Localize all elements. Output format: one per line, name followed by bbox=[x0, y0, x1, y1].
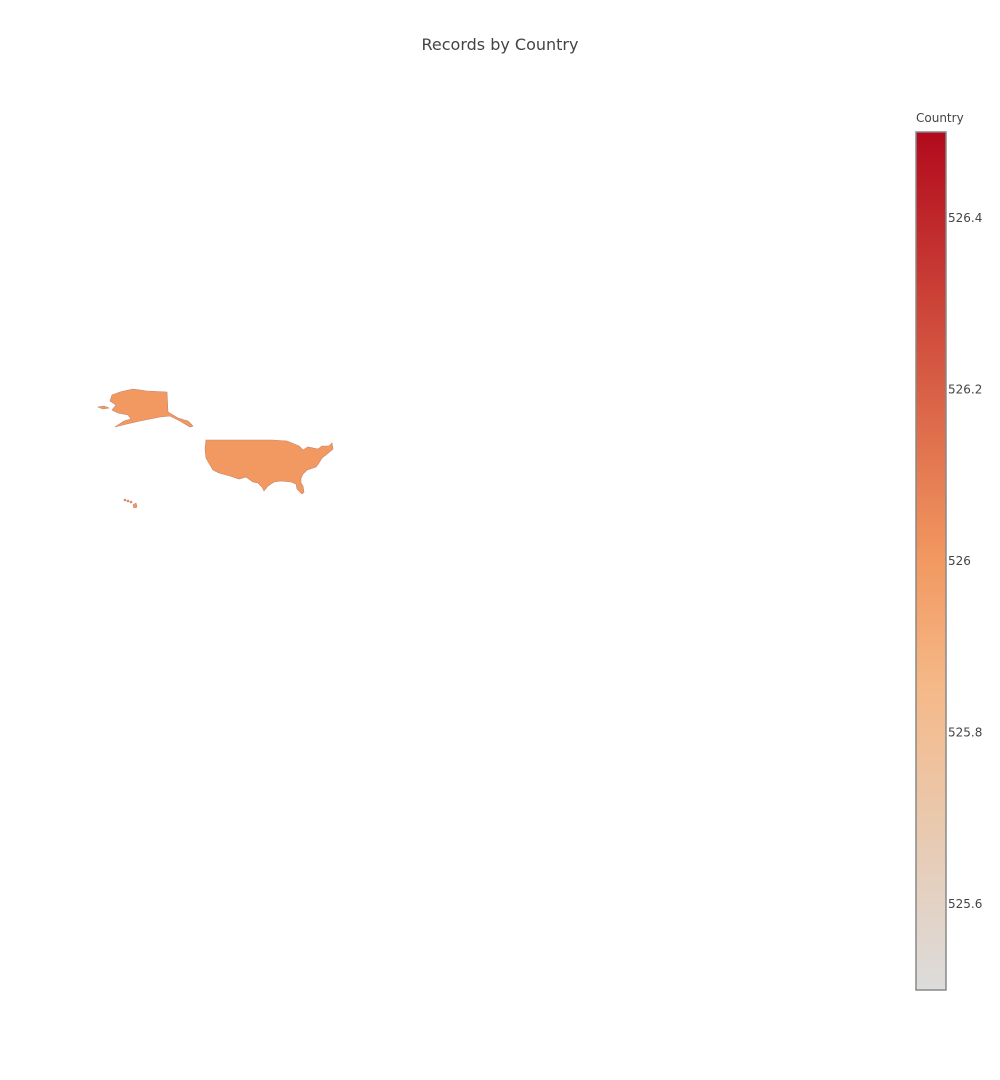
region-usa-contiguous[interactable] bbox=[204, 439, 334, 495]
map-geo bbox=[96, 388, 334, 509]
chart-title: Records by Country bbox=[422, 35, 579, 54]
colorbar-tick-label: 526 bbox=[948, 554, 971, 568]
region-usa-hawaii-islet[interactable] bbox=[123, 498, 127, 502]
region-usa-hawaii[interactable] bbox=[132, 502, 138, 509]
colorbar-ticks: 525.6 525.8 526 526.2 526.4 bbox=[948, 211, 982, 911]
region-usa-hawaii-islet[interactable] bbox=[126, 499, 130, 503]
region-usa-alaska-islands[interactable] bbox=[96, 405, 111, 410]
colorbar: Country 525.6 525.8 526 526.2 526.4 bbox=[915, 111, 982, 991]
colorbar-tick-label: 525.8 bbox=[948, 726, 982, 740]
region-usa-alaska[interactable] bbox=[109, 388, 194, 428]
colorbar-tick-label: 526.4 bbox=[948, 211, 982, 225]
colorbar-tick-label: 526.2 bbox=[948, 382, 982, 396]
colorbar-tick-label: 525.6 bbox=[948, 897, 982, 911]
region-usa-hawaii-islet[interactable] bbox=[129, 500, 133, 504]
colorbar-title: Country bbox=[916, 111, 964, 125]
colorbar-gradient bbox=[915, 131, 947, 991]
